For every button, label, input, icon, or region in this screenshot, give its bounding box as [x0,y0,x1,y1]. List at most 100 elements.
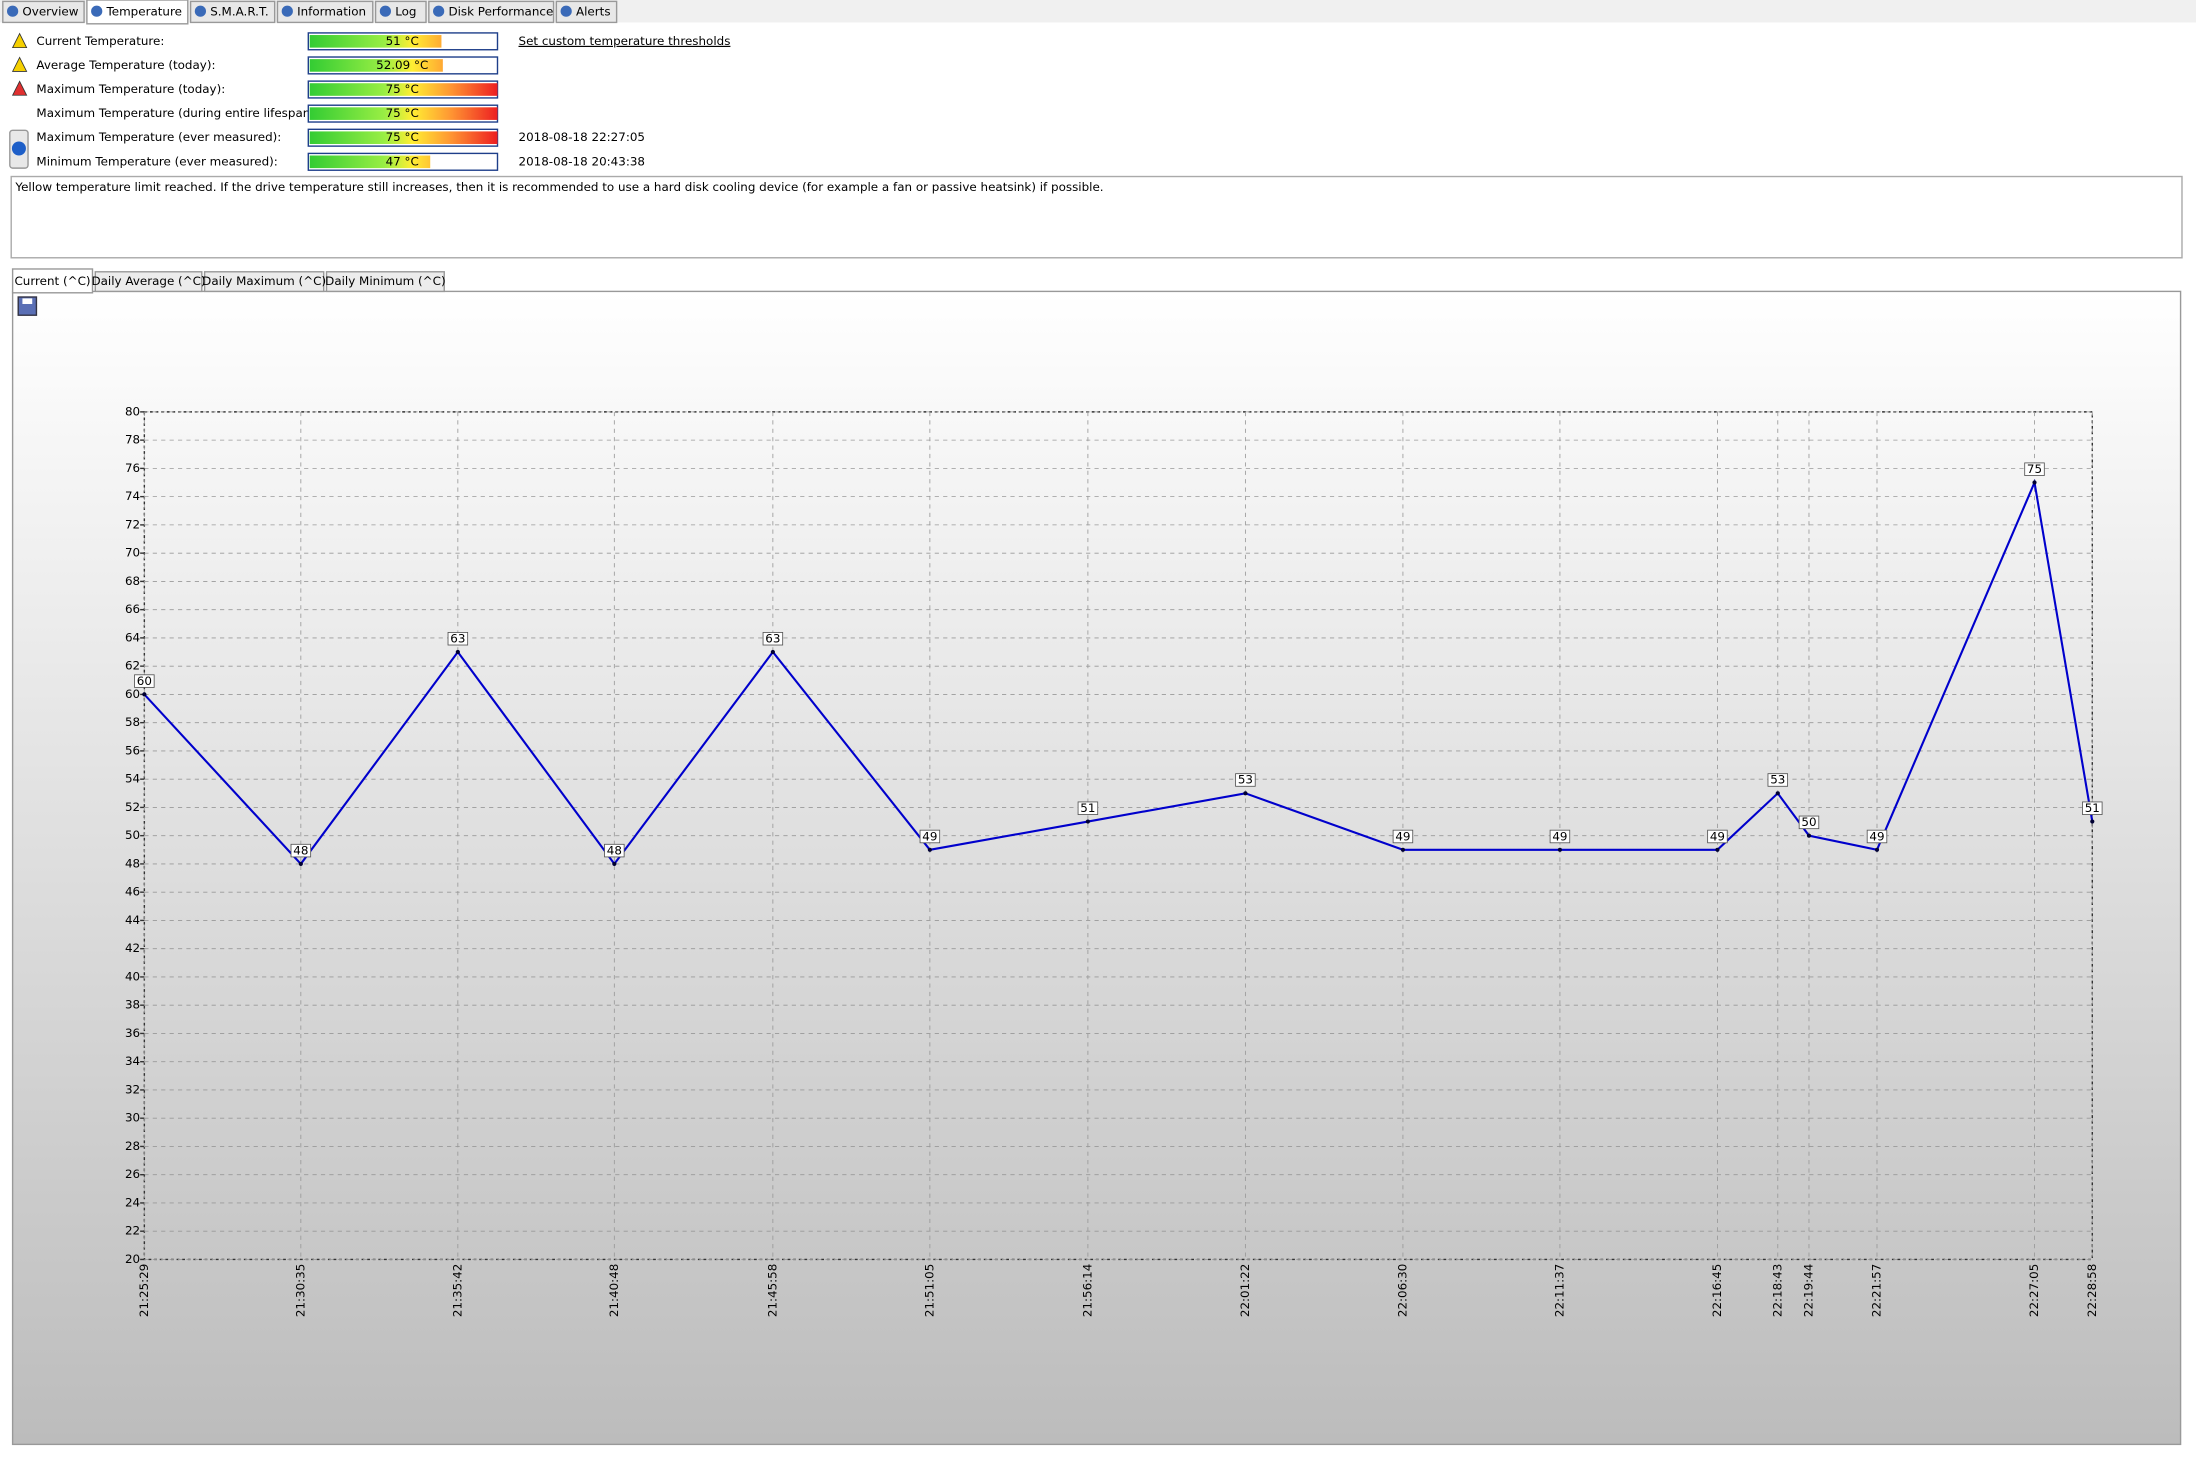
y-tick-label: 22 [125,1224,140,1238]
tab-label[interactable]: Overview [22,4,78,18]
chart-tab[interactable] [11,268,94,294]
tab[interactable] [86,0,189,25]
x-tick-label: 22:16:45 [1710,1264,1724,1317]
tab[interactable] [555,0,618,24]
tab-label[interactable]: Information [297,4,366,18]
data-label: 53 [1238,773,1253,787]
data-label: 53 [1770,773,1785,787]
y-tick-label: 60 [125,687,140,701]
y-tick-label: 42 [125,941,140,955]
data-label: 48 [293,843,308,857]
reset-button[interactable] [9,129,29,169]
tab[interactable] [276,0,374,24]
y-tick-label: 76 [125,461,140,475]
tab[interactable] [189,0,276,24]
x-tick-label: 21:45:58 [765,1264,779,1317]
save-button[interactable] [17,296,38,316]
temperature-date: 2018-08-18 22:27:05 [519,130,645,144]
data-label-box [2024,462,2045,476]
danger-icon [11,80,28,96]
temperature-bar-fill [309,107,498,120]
y-tick-label: 32 [125,1082,140,1096]
x-tick-label: 22:21:57 [1869,1264,1883,1317]
chart-tab[interactable] [203,271,325,293]
y-tick-label: 52 [125,800,140,814]
data-label: 51 [2085,801,2100,815]
chart-tab-label[interactable]: Daily Minimum (^C) [325,274,445,288]
tab[interactable] [428,0,555,24]
x-tick-label: 21:25:29 [137,1264,151,1317]
chart-tab-label[interactable]: Current (^C) [14,274,90,288]
data-label: 49 [1552,829,1567,843]
data-point [1715,847,1720,852]
y-tick-label: 64 [125,630,140,644]
y-tick-label: 78 [125,433,140,447]
y-tick-label: 24 [125,1195,140,1209]
tab-icon [194,5,207,17]
tab-label[interactable]: Alerts [576,4,611,18]
tab-icon [91,5,103,17]
data-label-box [1798,815,1820,830]
y-tick-label: 30 [125,1111,140,1125]
chart-tab-label[interactable]: Daily Maximum (^C) [202,274,326,288]
data-label: 63 [450,631,465,645]
tab-icon [433,5,445,17]
chart-panel [11,290,2182,1446]
data-label: 51 [1080,801,1095,815]
temperature-bar-fill [309,83,498,96]
chart-tab[interactable] [325,271,445,293]
tab-label[interactable]: Log [395,4,416,18]
data-point [1874,847,1880,852]
y-tick-label: 46 [125,885,140,899]
y-tick-label: 58 [125,715,140,729]
data-label: 50 [1801,815,1816,829]
chart-tab-label[interactable]: Daily Average (^C) [91,274,205,288]
warning-icon [11,56,28,72]
data-label-box [1767,773,1789,787]
y-tick-label: 62 [125,659,140,673]
data-label: 49 [1869,829,1884,843]
data-point [1400,847,1406,852]
tab-label[interactable]: Temperature [106,4,182,18]
tab[interactable] [2,0,85,24]
tab-label[interactable]: Disk Performance [448,4,553,18]
chart-tab[interactable] [94,271,203,293]
y-tick-label: 50 [125,828,140,842]
tab-label[interactable]: S.M.A.R.T. [210,4,268,18]
data-label: 48 [607,843,622,857]
data-point [455,649,460,655]
data-label-box [290,843,312,858]
x-tick-label: 22:11:37 [1552,1264,1566,1317]
data-point [2090,819,2095,824]
temperature-label: Average Temperature (today): [36,58,215,72]
data-label-box [604,843,625,858]
temperature-value: 75 °C [386,106,419,120]
temperature-date: 2018-08-18 20:43:38 [519,154,645,168]
data-point [298,861,303,867]
data-label-box [762,631,784,646]
threshold-link[interactable]: Set custom temperature thresholds [519,34,731,48]
x-tick-label: 21:56:14 [1080,1264,1094,1317]
data-point [1085,819,1090,824]
x-tick-label: 21:51:05 [922,1264,936,1317]
data-label: 49 [1710,829,1725,843]
y-tick-label: 38 [125,998,140,1012]
temperature-bar-fill [309,35,442,48]
y-tick-label: 28 [125,1139,140,1153]
tab-icon [379,5,391,17]
temperature-label: Maximum Temperature (today): [36,82,225,96]
temperature-bar-fill [309,155,431,169]
temperature-value: 75 °C [386,82,419,96]
data-point [1806,833,1812,838]
data-label-box [919,829,941,844]
data-label-box [1235,773,1256,787]
x-tick-label: 21:35:42 [450,1264,464,1317]
y-tick-label: 70 [125,546,140,560]
y-tick-label: 54 [125,772,140,786]
message-box [10,175,2183,259]
data-point [1557,847,1563,852]
data-label: 49 [922,829,937,843]
data-label-box [2082,801,2103,815]
